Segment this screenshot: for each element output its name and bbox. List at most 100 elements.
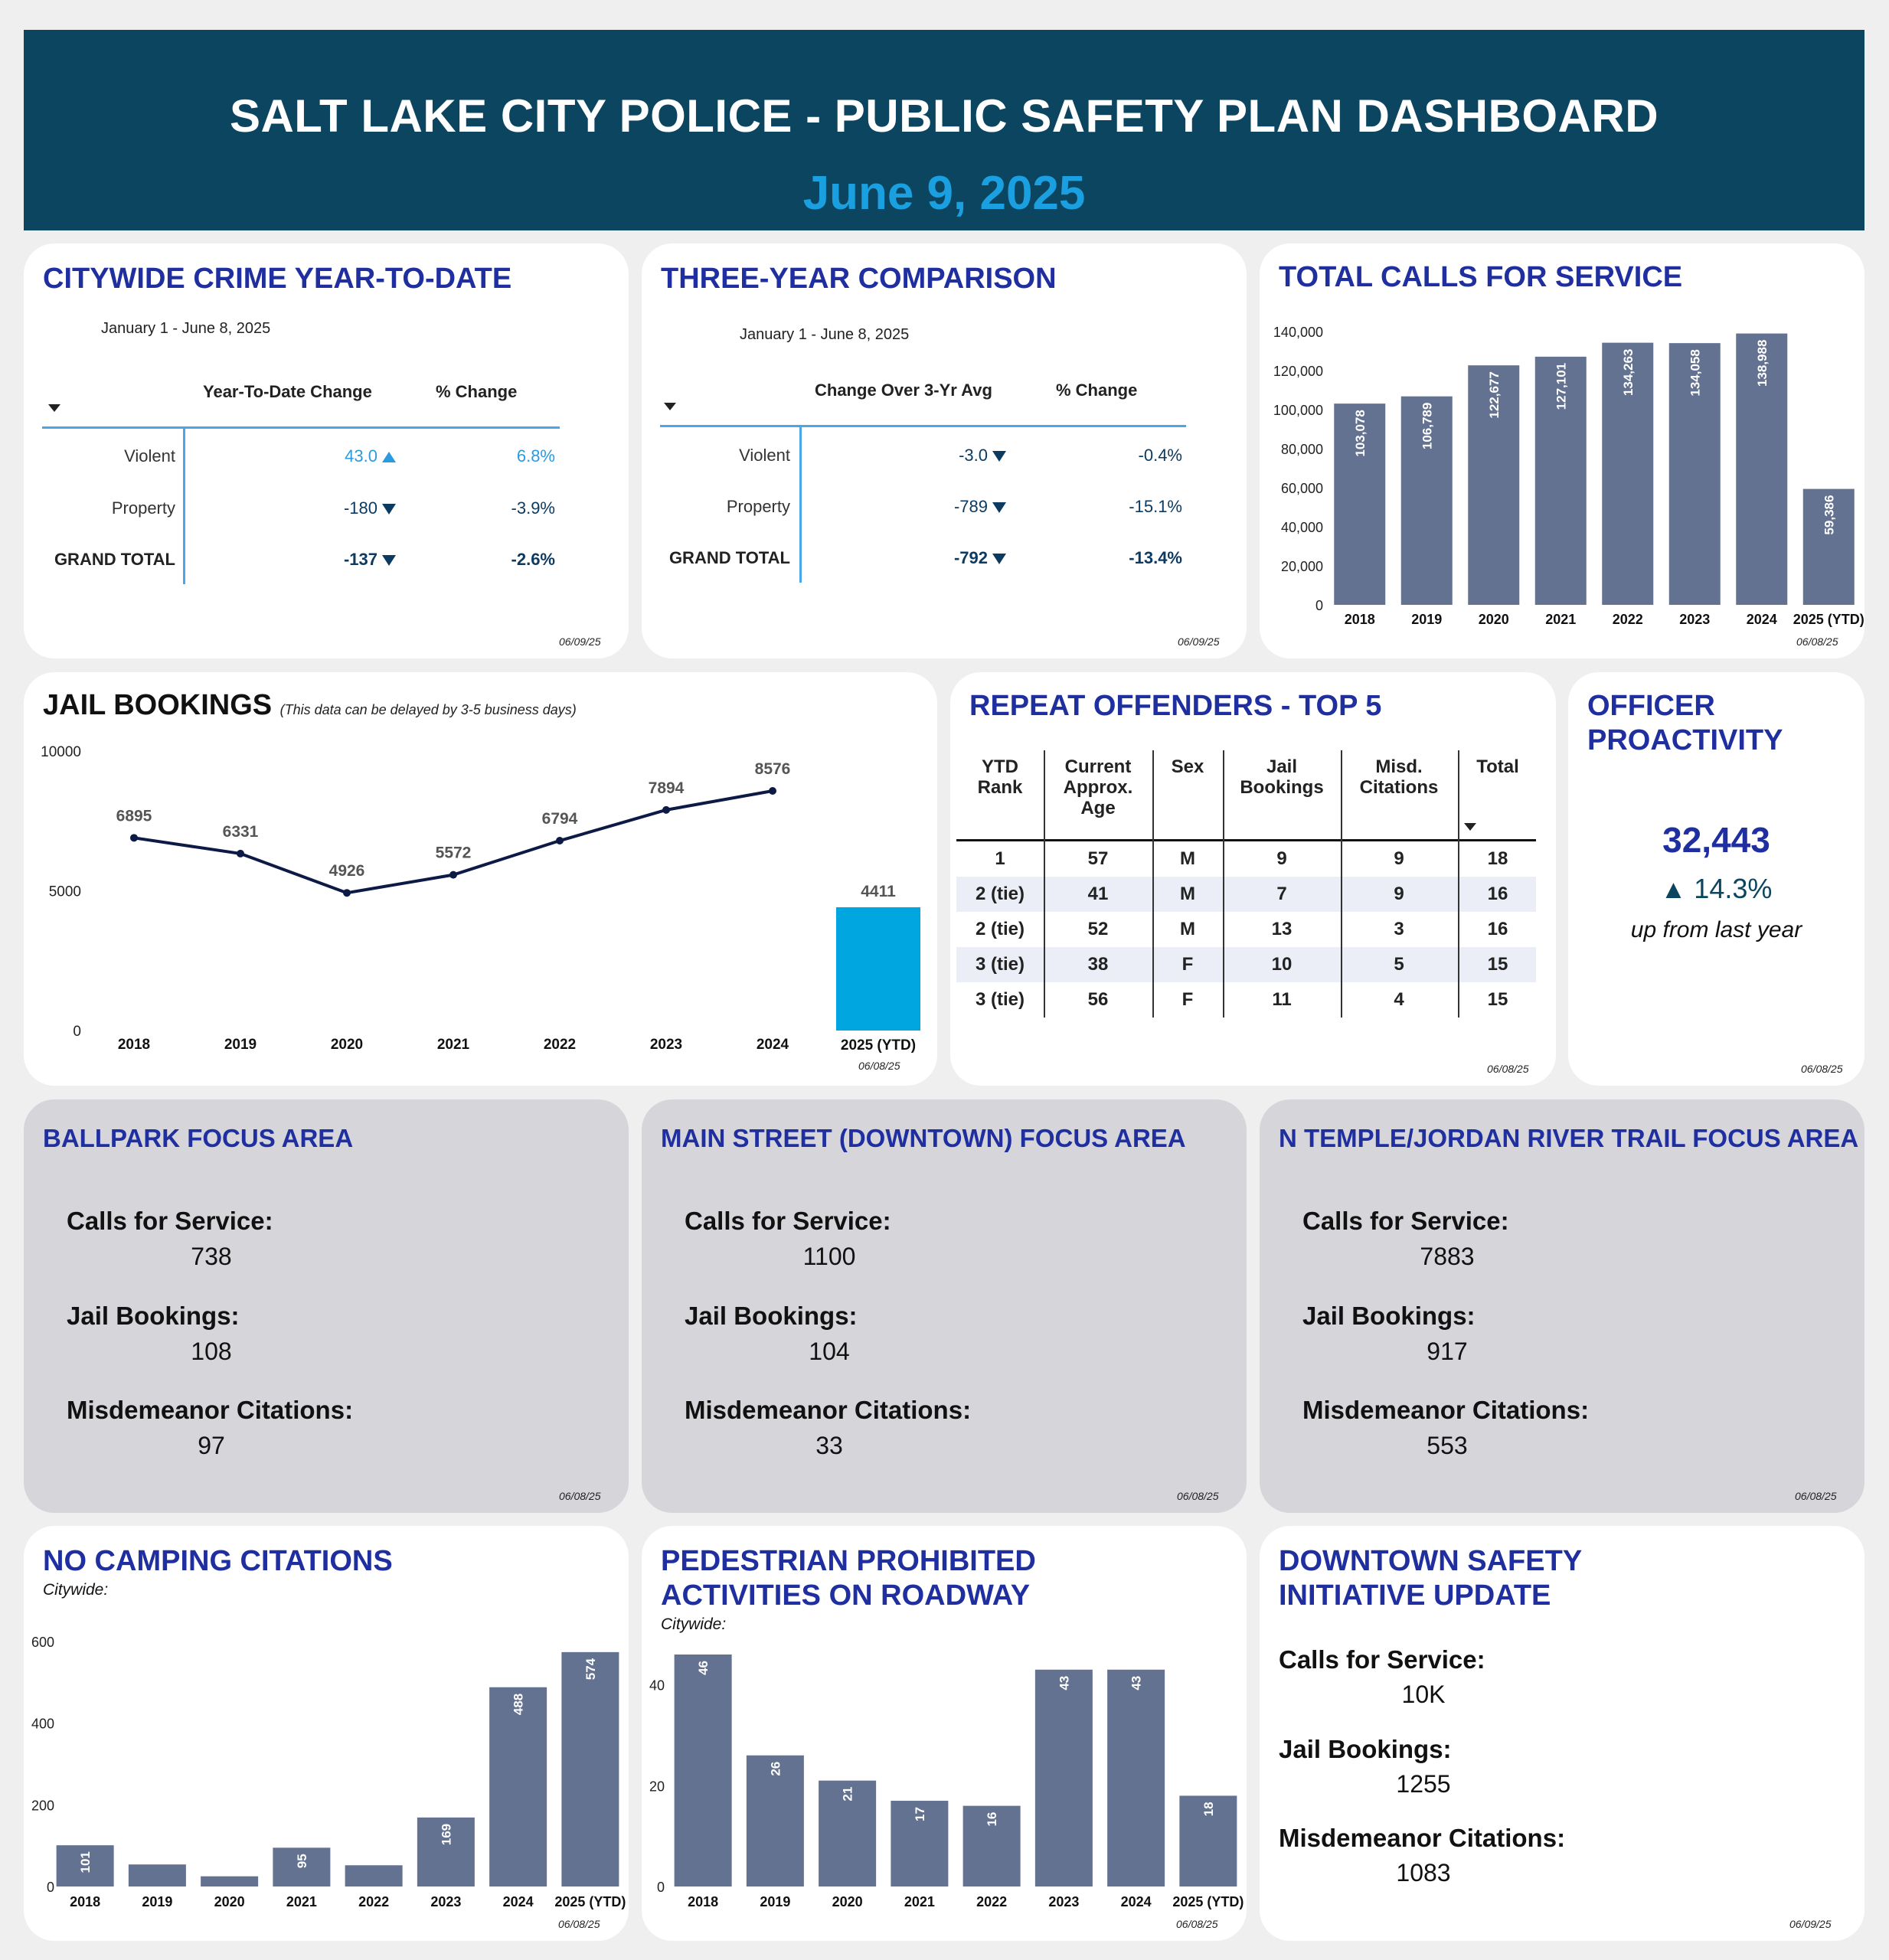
bookings-label: Jail Bookings: xyxy=(1302,1302,1476,1330)
y-tick-label: 40,000 xyxy=(1281,520,1323,535)
y-tick-label: 400 xyxy=(31,1717,54,1732)
bar-value-label: 46 xyxy=(696,1661,711,1675)
bar xyxy=(273,1847,331,1886)
calls-for-service-card: TOTAL CALLS FOR SERVICE 0 20,000 40,000 60,… xyxy=(1260,243,1864,658)
date-stamp: 06/08/25 xyxy=(559,1490,601,1502)
y-tick-label: 60,000 xyxy=(1281,481,1323,496)
column-header[interactable]: Year-To-Date Change xyxy=(203,382,372,401)
table-cell: 9 xyxy=(1394,884,1404,904)
bar xyxy=(1736,333,1788,605)
card-title-line1: PEDESTRIAN PROHIBITED xyxy=(661,1545,1036,1577)
table-divider xyxy=(183,428,185,584)
column-header[interactable]: Change Over 3-Yr Avg xyxy=(815,381,992,400)
table-cell: 3 xyxy=(1394,919,1404,939)
bar xyxy=(417,1817,475,1886)
sort-caret-icon[interactable] xyxy=(1464,823,1476,831)
column-header[interactable]: Jail Bookings xyxy=(1240,756,1324,798)
column-header[interactable]: % Change xyxy=(436,382,518,401)
table-cell: 18 xyxy=(1487,848,1508,869)
table-cell: 1 xyxy=(995,848,1005,869)
row-label: GRAND TOTAL xyxy=(54,550,175,569)
sort-caret-icon[interactable] xyxy=(664,403,676,410)
table-cell: 11 xyxy=(1272,989,1292,1010)
card-title: MAIN STREET (DOWNTOWN) FOCUS AREA xyxy=(661,1124,1186,1152)
data-label: 6331 xyxy=(223,823,259,841)
row-label: GRAND TOTAL xyxy=(668,548,790,567)
bar-value-label: 488 xyxy=(511,1694,526,1715)
downtown-safety-card: DOWNTOWN SAFETY INITIATIVE UPDATE Calls … xyxy=(1260,1526,1864,1941)
down-arrow-icon xyxy=(992,451,1006,462)
pct-change-violent: -0.4% xyxy=(1138,446,1182,465)
bar xyxy=(561,1651,619,1886)
date-stamp: 06/09/25 xyxy=(559,635,601,648)
data-point xyxy=(769,786,776,795)
citations-label: Misdemeanor Citations: xyxy=(685,1396,972,1424)
bar xyxy=(1468,365,1520,605)
table-cell: M xyxy=(1180,919,1195,939)
bar xyxy=(1400,396,1453,605)
down-arrow-icon xyxy=(382,555,396,567)
y-tick-label: 0 xyxy=(47,1880,54,1895)
table-cell: 2 (tie) xyxy=(975,884,1025,904)
row-label: Violent xyxy=(124,446,175,466)
y-tick-label: 20,000 xyxy=(1281,559,1323,574)
change-total: -792 xyxy=(954,548,1006,568)
bar-value-label: 106,789 xyxy=(1420,403,1434,449)
subtitle: Citywide: xyxy=(43,1581,109,1599)
bar-value-label: 101 xyxy=(78,1851,93,1873)
date-stamp: 06/08/25 xyxy=(858,1060,900,1072)
bar xyxy=(1034,1669,1093,1886)
data-point xyxy=(130,834,138,842)
y-tick-label: 100,000 xyxy=(1273,403,1323,418)
up-arrow-icon: ▲ xyxy=(1660,875,1687,904)
citations-label: Misdemeanor Citations: xyxy=(1279,1824,1566,1852)
calls-label: Calls for Service: xyxy=(1279,1645,1485,1674)
pct-change-property: -3.9% xyxy=(511,498,555,518)
column-header[interactable]: Sex xyxy=(1171,756,1204,777)
bookings-value: 917 xyxy=(1427,1338,1468,1365)
bar-value-label: 574 xyxy=(583,1658,598,1680)
y-tick-label: 40 xyxy=(649,1678,665,1694)
x-tick-label: 2020 xyxy=(331,1037,363,1053)
column-header[interactable]: % Change xyxy=(1056,381,1138,400)
ballpark-focus-card: BALLPARK FOCUS AREA Calls for Service: 7… xyxy=(24,1099,629,1513)
date-stamp: 06/09/25 xyxy=(1178,635,1220,648)
x-tick-label: 2022 xyxy=(976,1894,1007,1909)
y-tick-label: 10000 xyxy=(41,744,81,760)
table-cell: 5 xyxy=(1394,954,1404,975)
bar xyxy=(56,1845,114,1886)
bookings-label: Jail Bookings: xyxy=(685,1302,858,1330)
table-cell: 9 xyxy=(1276,848,1287,869)
bar-value-label: 18 xyxy=(1201,1802,1216,1816)
bar-value-label: 169 xyxy=(439,1824,453,1845)
x-tick-label: 2018 xyxy=(70,1894,100,1909)
x-tick-label: 2025 (YTD) xyxy=(1793,612,1864,627)
column-header[interactable]: YTD Rank xyxy=(977,756,1023,798)
bar xyxy=(1802,488,1855,605)
calls-label: Calls for Service: xyxy=(67,1207,273,1235)
card-title: THREE-YEAR COMPARISON xyxy=(661,263,1057,295)
column-header[interactable]: Current Approx. Age xyxy=(1063,756,1133,818)
data-label: 4411 xyxy=(861,883,896,900)
column-header[interactable]: Misd. Citations xyxy=(1359,756,1439,798)
table-cell: 13 xyxy=(1271,919,1293,939)
bar xyxy=(1534,356,1587,605)
x-tick-label: 2022 xyxy=(1613,612,1643,627)
row-label: Property xyxy=(726,497,790,516)
table-cell: 16 xyxy=(1487,919,1508,939)
sort-caret-icon[interactable] xyxy=(48,404,60,412)
date-stamp: 06/08/25 xyxy=(1795,1490,1837,1502)
table-divider xyxy=(1152,750,1154,1018)
period-label: January 1 - June 8, 2025 xyxy=(740,326,910,343)
table-cell: 4 xyxy=(1394,989,1404,1010)
data-label: 5572 xyxy=(436,844,472,862)
card-title: TOTAL CALLS FOR SERVICE xyxy=(1279,261,1683,293)
x-tick-label: 2023 xyxy=(430,1894,461,1909)
x-tick-label: 2019 xyxy=(760,1894,790,1909)
column-header[interactable]: Total xyxy=(1476,756,1519,777)
pedestrian-chart: 0 20 40 46 2018 26 2019 21 2020 17 2021 16 2022 43 202… xyxy=(649,1655,1244,1909)
row-label: Violent xyxy=(739,446,790,465)
bar-value-label: 43 xyxy=(1057,1676,1071,1690)
calls-for-service-chart: 0 20,000 40,000 60,000 80,000 100,000 120,000 1… xyxy=(1273,325,1864,627)
bookings-value: 1255 xyxy=(1396,1770,1451,1798)
